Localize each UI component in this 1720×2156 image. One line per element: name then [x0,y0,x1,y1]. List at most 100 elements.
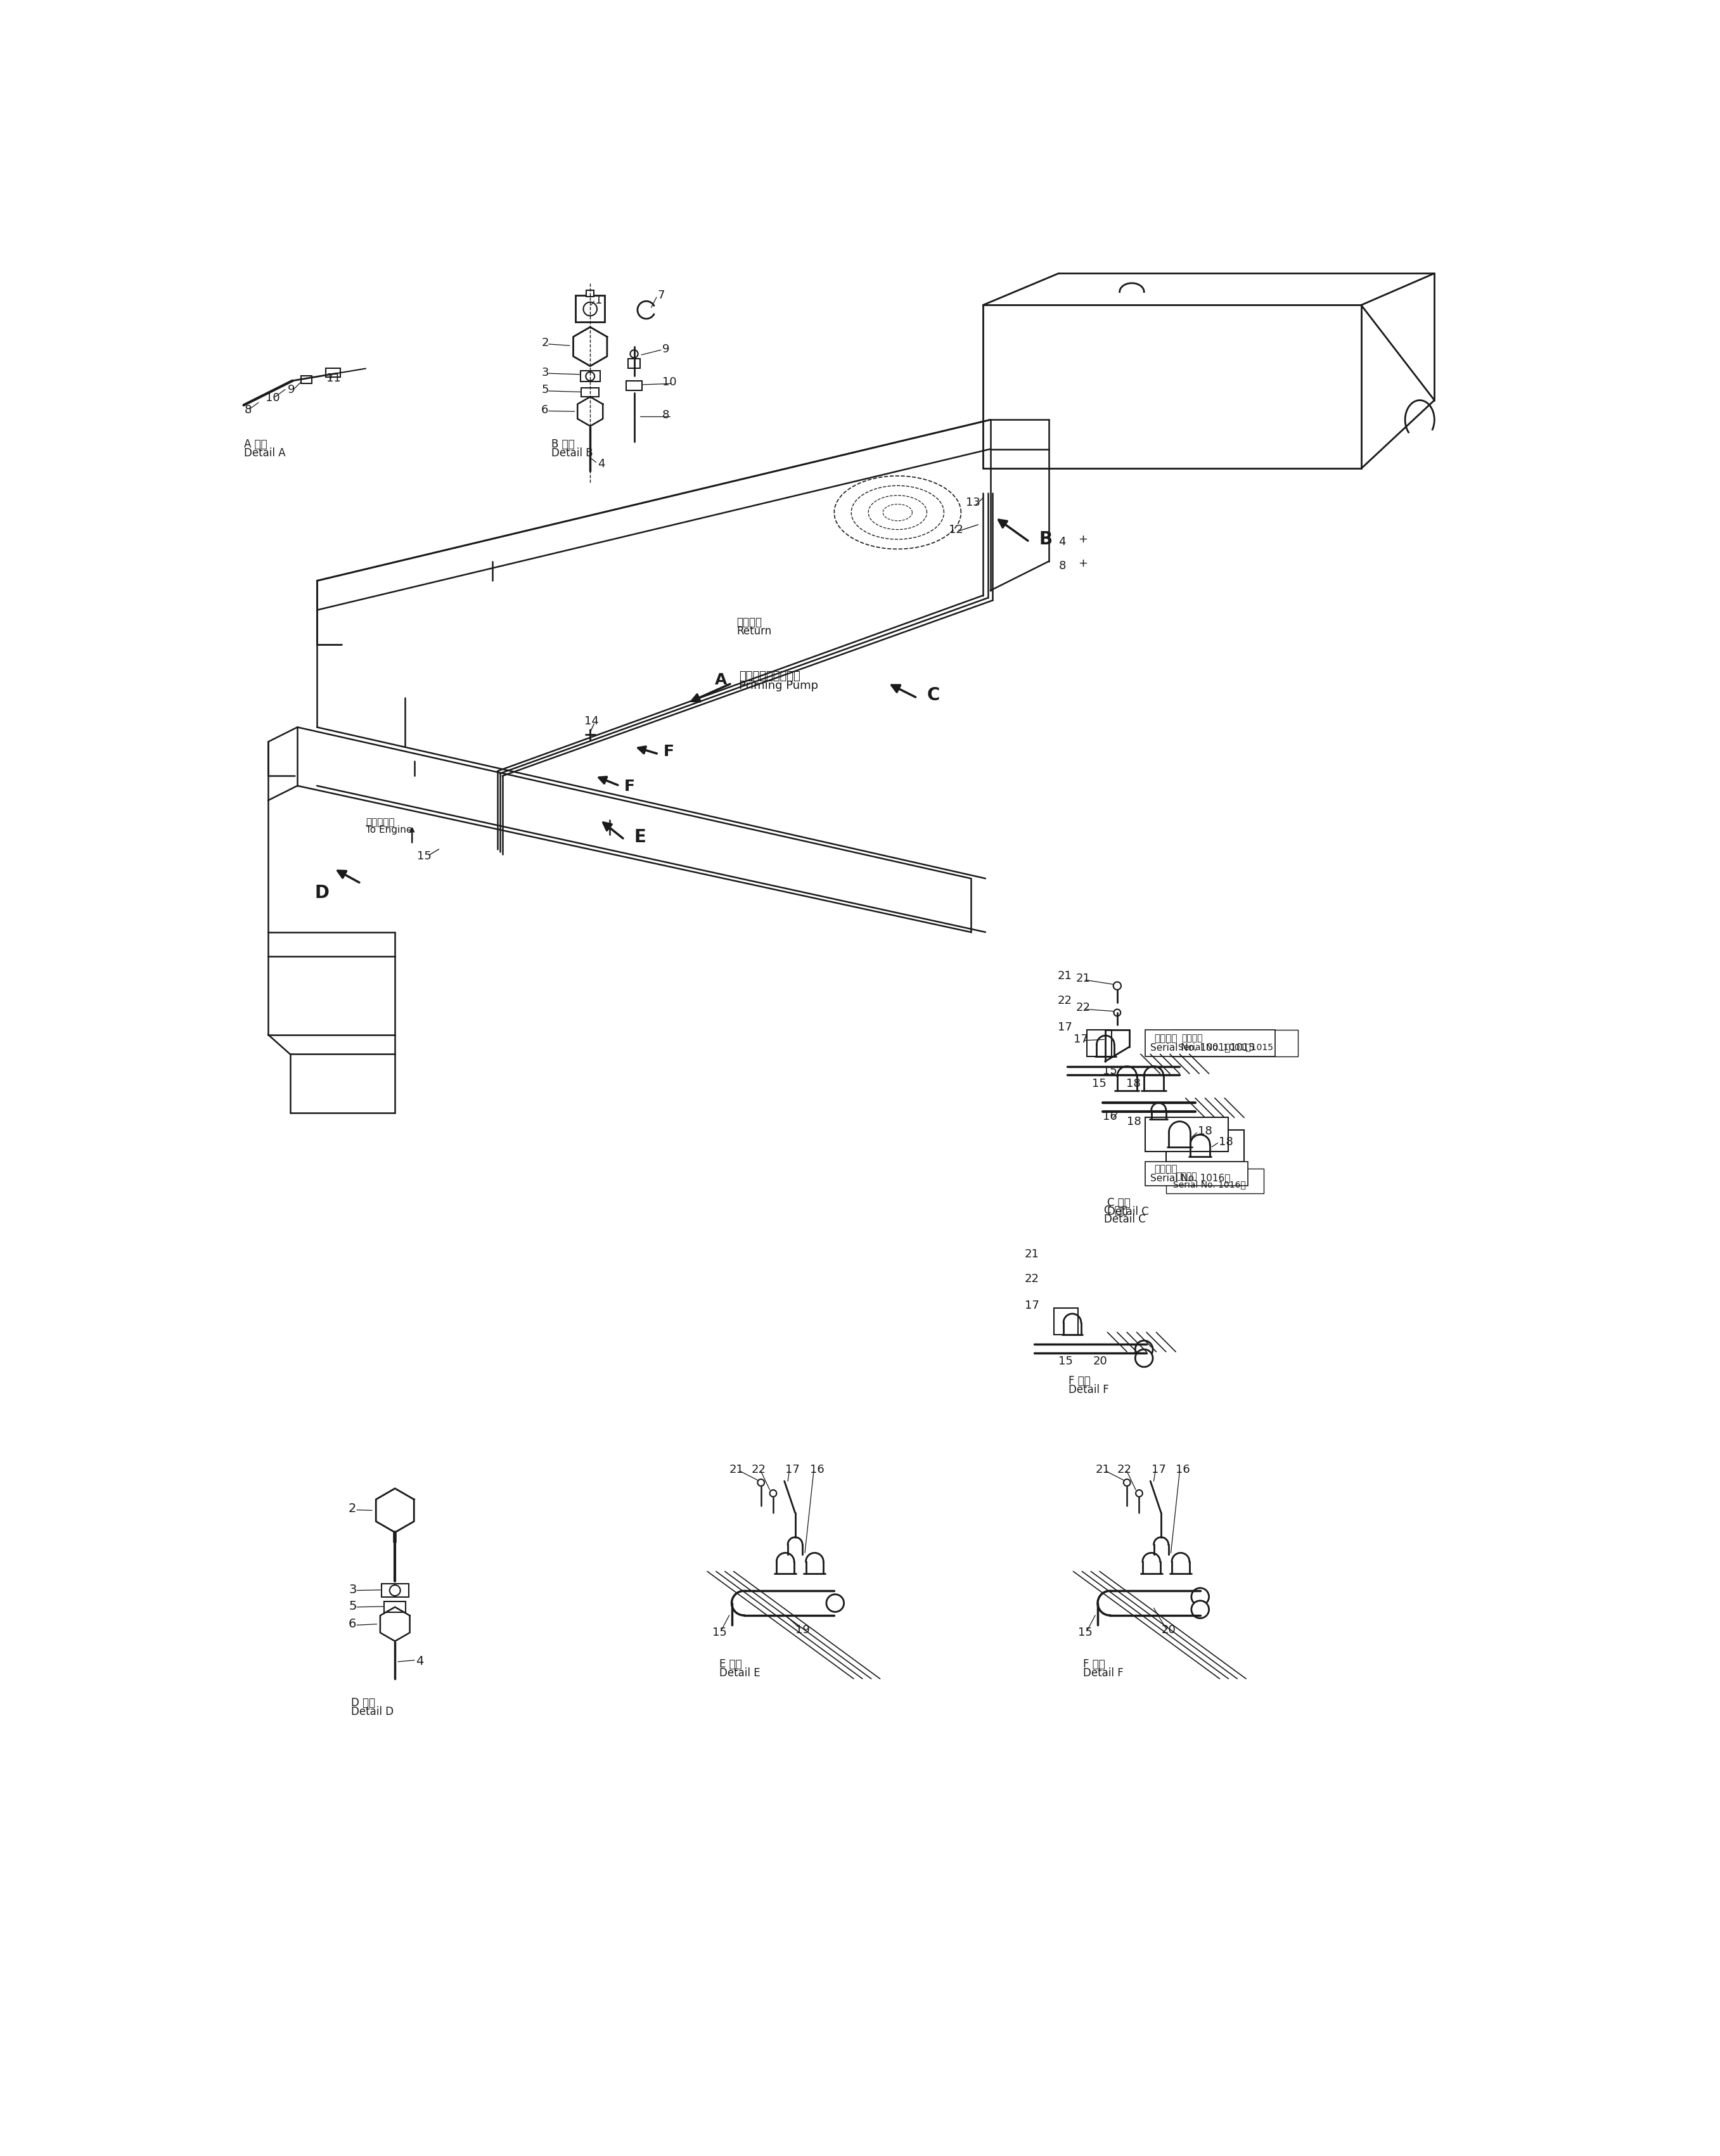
Circle shape [1115,1009,1121,1015]
Circle shape [1123,1479,1130,1485]
Text: 15: 15 [1092,1078,1106,1089]
Circle shape [1135,1490,1142,1496]
Text: 18: 18 [1197,1125,1213,1136]
Text: 4: 4 [1058,537,1066,548]
Text: 18: 18 [1219,1136,1233,1147]
Text: 5: 5 [542,384,549,397]
Text: 15: 15 [416,852,432,862]
Text: 11: 11 [327,373,341,384]
Text: B 詳細: B 詳細 [550,438,574,451]
Text: 20: 20 [1092,1356,1108,1367]
Text: Detail E: Detail E [719,1667,760,1680]
Text: 8: 8 [244,405,251,416]
Bar [1166,1169,1264,1192]
Text: Detail C: Detail C [1104,1214,1146,1225]
Text: 21: 21 [1058,970,1072,981]
Text: 16: 16 [810,1464,824,1475]
Text: 22: 22 [1025,1272,1039,1285]
Text: 14: 14 [585,716,599,727]
Text: E: E [635,828,647,845]
Bar [1166,1130,1244,1162]
Text: 2: 2 [542,338,549,349]
Text: C 詳細: C 詳細 [1108,1197,1130,1210]
Bar [626,382,642,390]
Circle shape [757,1479,764,1485]
Text: Detail F: Detail F [1068,1384,1109,1395]
Text: D 詳細: D 詳細 [351,1697,375,1710]
Text: 10: 10 [662,377,676,388]
Text: 18: 18 [1127,1117,1142,1128]
Text: 9: 9 [662,343,669,356]
Text: 15: 15 [712,1626,726,1639]
Bar [1146,1117,1228,1151]
Text: F 詳細: F 詳細 [1084,1658,1104,1669]
Text: F: F [624,778,635,793]
Text: 6: 6 [349,1617,356,1630]
Text: 8: 8 [1058,561,1066,571]
Circle shape [630,349,638,358]
Text: F: F [664,744,674,759]
Text: A 詳細: A 詳細 [244,438,267,451]
Circle shape [1192,1600,1209,1619]
Circle shape [1113,981,1121,990]
Bar [382,1585,409,1598]
Text: 15: 15 [1103,1065,1116,1076]
Text: 12: 12 [949,524,963,535]
Text: 19: 19 [795,1623,810,1636]
Text: 22: 22 [1075,1003,1090,1013]
Text: Detail D: Detail D [351,1705,394,1718]
Text: A: A [714,673,728,688]
Text: 適用号機: 適用号機 [1154,1033,1178,1044]
Text: +: + [1078,533,1087,545]
Text: Serial No. 1016～: Serial No. 1016～ [1151,1173,1230,1184]
Text: F 詳細: F 詳細 [1068,1376,1090,1386]
Bar [325,369,341,377]
Text: 8: 8 [662,410,669,420]
Text: Detail B: Detail B [550,446,593,459]
Text: 22: 22 [1118,1464,1132,1475]
Text: 20: 20 [1161,1623,1175,1636]
Circle shape [1135,1341,1152,1358]
Text: To Engine: To Engine [366,826,413,834]
Text: Serial No. 1001～1015: Serial No. 1001～1015 [1178,1041,1273,1052]
Circle shape [826,1593,845,1613]
Text: 6: 6 [542,405,549,416]
Bar [1087,1031,1111,1056]
Text: 21: 21 [1025,1248,1039,1259]
Circle shape [771,1490,777,1496]
Circle shape [587,373,595,382]
Text: 15: 15 [1058,1356,1073,1367]
Text: 13: 13 [967,498,980,509]
Text: 17: 17 [1151,1464,1166,1475]
Text: 16: 16 [1176,1464,1190,1475]
Text: 3: 3 [349,1583,356,1595]
Text: 21: 21 [729,1464,743,1475]
Text: 4: 4 [597,457,605,470]
Bar [1146,1162,1249,1186]
Text: Detail F: Detail F [1084,1667,1123,1680]
Text: +: + [1078,558,1087,569]
Text: 9: 9 [287,384,294,395]
Text: 1: 1 [595,295,602,306]
Text: 17: 17 [1025,1300,1039,1311]
Text: Priming Pump: Priming Pump [740,679,819,692]
Text: 適用号機: 適用号機 [1154,1164,1178,1175]
Bar [587,291,593,295]
Text: エンジンへ: エンジンへ [366,817,394,828]
Text: 4: 4 [416,1656,423,1669]
Text: 3: 3 [542,367,549,377]
Text: 10: 10 [265,392,280,403]
Bar [576,295,605,321]
Text: D: D [315,884,329,901]
Circle shape [583,302,597,315]
Text: 17: 17 [1058,1022,1072,1033]
Text: 適用号機: 適用号機 [1176,1171,1197,1181]
Text: 18: 18 [1127,1078,1140,1089]
Bar [581,388,599,397]
Text: B: B [1039,530,1053,548]
Text: Serial No. 1001～1015: Serial No. 1001～1015 [1151,1044,1256,1052]
Bar [628,358,640,369]
Text: 17: 17 [786,1464,800,1475]
Text: 7: 7 [657,289,666,302]
Text: 22: 22 [1058,994,1072,1007]
